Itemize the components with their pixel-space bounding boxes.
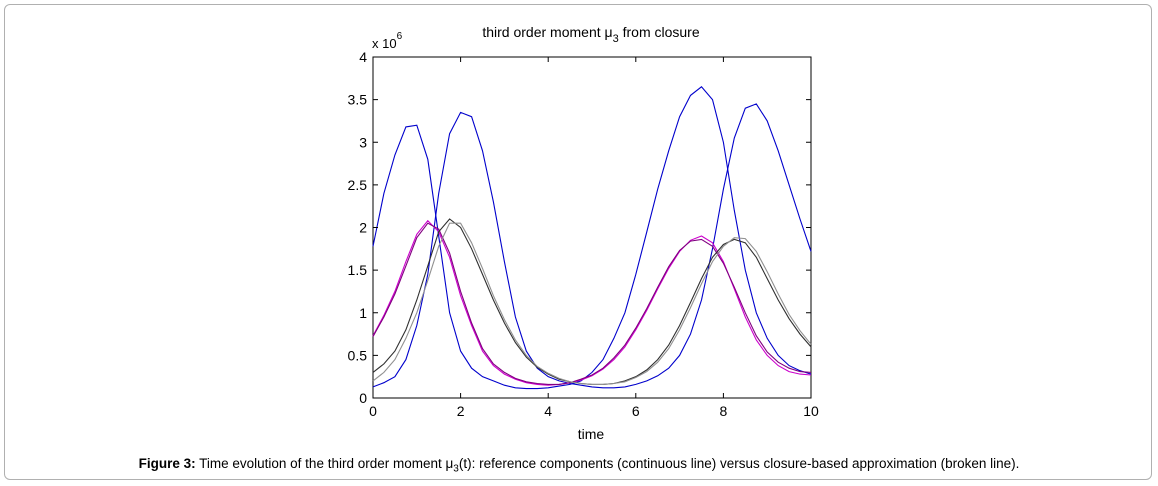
series-line-6 [372,222,812,385]
y-tick-label: 2 [359,220,367,236]
x-tick-label: 6 [632,403,640,419]
x-tick-label: 8 [720,403,728,419]
series-line-5 [372,218,812,385]
series-line-2 [372,103,812,389]
x-axis-label: time [578,426,605,442]
series-line-3 [372,219,812,386]
series-line-4 [372,222,812,385]
x-tick-label: 4 [544,403,552,419]
y-tick-label: 1.5 [348,262,368,278]
figure-frame [4,4,1152,480]
y-tick-label: 1 [359,305,367,321]
exponent-label: x 106 [372,31,403,51]
y-tick-label: 4 [359,49,367,65]
caption-subscript: 3 [453,463,459,475]
caption-text-after: (t): reference components (continuous li… [458,456,1020,471]
x-tick-label: 0 [369,403,377,419]
y-axis: 0 0.5 1 1.5 2 2.5 3 3.5 4 [348,49,811,406]
y-tick-label: 3 [359,134,367,150]
y-tick-label: 0 [359,390,367,406]
x-tick-label: 2 [457,403,465,419]
caption-text-before: Time evolution of the third order moment… [195,456,454,471]
caption-label: Figure 3: [138,456,196,471]
y-tick-label: 2.5 [348,177,368,193]
x-axis: 0 2 4 6 8 10 [369,57,819,419]
x-tick-label: 10 [803,403,819,419]
y-tick-label: 3.5 [348,92,368,108]
chart-title: third order moment μ3 from closure [482,24,699,45]
series-layer [372,86,812,390]
figure-caption: Figure 3: Time evolution of the third or… [0,456,1158,475]
y-tick-label: 0.5 [348,347,368,363]
series-line-1 [372,86,812,390]
